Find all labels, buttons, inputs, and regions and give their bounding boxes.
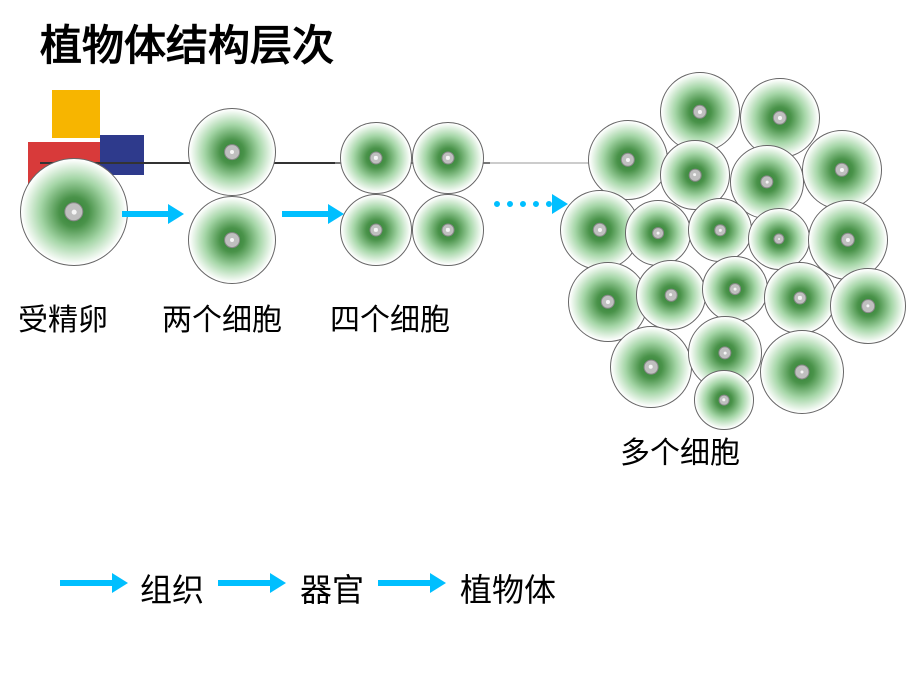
cell-many-11-nucleus	[601, 295, 615, 309]
cell-many-2-nucleus	[621, 153, 635, 167]
cell-many-9	[748, 208, 810, 270]
chain-label-3: 器官	[300, 565, 364, 611]
cell-four-3-nucleus	[442, 224, 455, 237]
cell-many-19	[694, 370, 754, 430]
cell-many-18-nucleus	[794, 364, 809, 379]
cell-many-10-nucleus	[841, 233, 855, 247]
cell-many-19-nucleus	[719, 395, 730, 406]
cell-many-5	[802, 130, 882, 210]
cell-many-8	[688, 198, 752, 262]
stage-label-many: 多个细胞	[620, 428, 740, 472]
cell-many-15	[830, 268, 906, 344]
cell-one-0	[20, 158, 128, 266]
cell-many-1-nucleus	[773, 111, 787, 125]
cell-four-2	[340, 194, 412, 266]
cell-many-1	[740, 78, 820, 158]
cell-two-0	[188, 108, 276, 196]
cell-two-1-nucleus	[224, 232, 240, 248]
decor-block-0	[52, 90, 100, 138]
cell-many-6-nucleus	[593, 223, 607, 237]
cell-one-0-nucleus	[64, 202, 83, 221]
cell-many-15-nucleus	[861, 299, 875, 313]
cell-many-8-nucleus	[714, 224, 726, 236]
cell-many-3-nucleus	[689, 169, 702, 182]
cell-two-1	[188, 196, 276, 284]
cell-many-9-nucleus	[773, 233, 784, 244]
cell-many-18	[760, 330, 844, 414]
stage-label-two: 两个细胞	[162, 295, 282, 339]
cell-two-0-nucleus	[224, 144, 240, 160]
cell-many-17-nucleus	[718, 346, 731, 359]
cell-many-14-nucleus	[794, 292, 807, 305]
cell-four-0-nucleus	[370, 152, 383, 165]
chain-label-1: 组织	[140, 565, 204, 611]
cell-four-0	[340, 122, 412, 194]
cell-many-4-nucleus	[760, 175, 773, 188]
chain-label-5: 植物体	[460, 565, 556, 611]
cell-many-13-nucleus	[729, 283, 741, 295]
diagram-title: 植物体结构层次	[40, 12, 334, 73]
cell-many-13	[702, 256, 768, 322]
cell-four-2-nucleus	[370, 224, 383, 237]
cell-many-0-nucleus	[693, 105, 707, 119]
stage-label-one: 受精卵	[18, 295, 108, 339]
cell-many-16	[610, 326, 692, 408]
cell-many-2	[588, 120, 668, 200]
cell-four-1	[412, 122, 484, 194]
cell-four-1-nucleus	[442, 152, 455, 165]
cell-many-14	[764, 262, 836, 334]
stage-label-four: 四个细胞	[330, 295, 450, 339]
cell-many-5-nucleus	[835, 163, 849, 177]
cell-four-3	[412, 194, 484, 266]
cell-many-12-nucleus	[665, 289, 678, 302]
cell-many-7-nucleus	[652, 227, 664, 239]
cell-many-16-nucleus	[644, 360, 659, 375]
cell-many-12	[636, 260, 706, 330]
cell-many-7	[625, 200, 691, 266]
